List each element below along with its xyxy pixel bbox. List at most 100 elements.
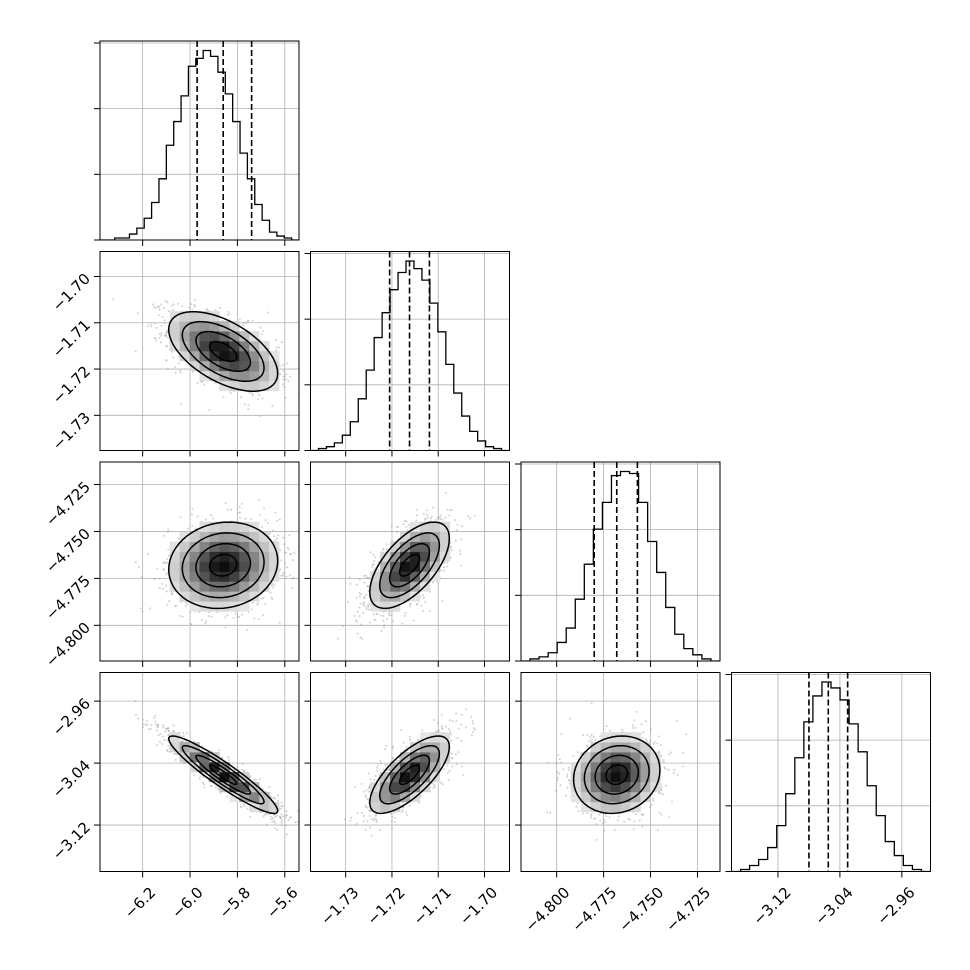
density-cell	[209, 772, 220, 783]
density-cell	[590, 762, 601, 773]
sample-point	[238, 517, 241, 520]
sample-point	[358, 615, 361, 618]
density-cell	[259, 380, 270, 392]
sample-point	[456, 736, 459, 739]
sample-point	[397, 526, 400, 529]
sample-point	[179, 403, 182, 406]
density-cell	[209, 360, 220, 372]
density-cell	[199, 531, 210, 542]
sample-point	[360, 623, 363, 626]
sample-point	[271, 529, 274, 532]
sample-point	[576, 751, 579, 754]
sample-point	[167, 729, 170, 732]
sample-point	[134, 700, 137, 703]
sample-point	[372, 613, 375, 616]
density-cell	[419, 752, 431, 763]
sample-point	[280, 821, 283, 824]
sample-point	[296, 820, 299, 823]
sample-point	[385, 548, 388, 551]
density-cell	[410, 561, 421, 572]
sample-point	[211, 517, 214, 520]
sample-point	[183, 762, 186, 765]
sample-point	[166, 750, 169, 753]
density-cell	[429, 752, 441, 763]
sample-point	[642, 813, 645, 816]
sample-point	[280, 824, 283, 827]
sample-point	[274, 339, 277, 342]
density-cell	[239, 581, 250, 592]
sample-point	[174, 752, 177, 755]
sample-point	[377, 764, 380, 767]
sample-point	[396, 531, 399, 534]
sample-point	[355, 583, 358, 586]
sample-point	[279, 815, 282, 818]
sample-point	[276, 828, 279, 831]
sample-point	[179, 369, 182, 372]
sample-point	[273, 584, 276, 587]
sample-point	[158, 308, 161, 311]
sample-point	[423, 518, 426, 521]
density-cell	[390, 551, 401, 562]
sample-point	[590, 812, 593, 815]
density-cell	[239, 331, 250, 342]
histogram-2	[521, 470, 720, 661]
sample-point	[439, 569, 442, 572]
sample-point	[436, 721, 439, 724]
sample-point	[446, 771, 449, 774]
sample-point	[451, 720, 454, 723]
sample-point	[376, 769, 379, 772]
density-cell	[570, 772, 581, 783]
sample-point	[280, 801, 283, 804]
density-cell	[189, 360, 200, 372]
sample-point	[603, 829, 606, 832]
sample-point	[362, 611, 365, 614]
sample-point	[450, 739, 453, 742]
sample-point	[379, 614, 382, 617]
density-cell	[239, 772, 250, 783]
sample-point	[457, 751, 460, 754]
sample-point	[273, 535, 276, 538]
density-cell	[179, 351, 190, 362]
sample-point	[189, 303, 192, 306]
sample-point	[147, 553, 150, 556]
sample-point	[367, 799, 370, 802]
sample-point	[447, 728, 450, 731]
sample-point	[566, 773, 569, 776]
sample-point	[165, 359, 168, 362]
sample-point	[268, 785, 271, 788]
sample-point	[256, 603, 259, 606]
density-cell	[269, 380, 280, 392]
sample-point	[165, 334, 168, 337]
sample-point	[667, 768, 670, 771]
sample-point	[165, 359, 168, 362]
sample-point	[285, 814, 288, 817]
density-3-1	[343, 708, 477, 837]
sample-point	[229, 392, 232, 395]
sample-point	[349, 819, 352, 822]
sample-point	[650, 749, 653, 752]
sample-point	[289, 552, 292, 555]
sample-point	[288, 534, 291, 537]
sample-point	[449, 730, 452, 733]
sample-point	[178, 614, 181, 617]
density-cell	[630, 772, 641, 783]
sample-point	[471, 731, 474, 734]
sample-point	[137, 717, 140, 720]
sample-point	[191, 371, 194, 374]
sample-point	[290, 553, 293, 556]
sample-point	[179, 371, 182, 374]
density-cell	[199, 591, 210, 602]
sample-point	[588, 740, 591, 743]
sample-point	[170, 304, 173, 307]
sample-point	[158, 332, 161, 335]
density-cell	[229, 380, 240, 392]
density-cell	[239, 370, 250, 382]
density-cell	[209, 561, 220, 572]
density-cell	[640, 781, 651, 793]
sample-point	[181, 305, 184, 308]
sample-point	[321, 510, 323, 512]
sample-point	[259, 513, 262, 516]
sample-point	[652, 742, 655, 745]
sample-point	[270, 596, 273, 599]
sample-point	[390, 525, 393, 528]
